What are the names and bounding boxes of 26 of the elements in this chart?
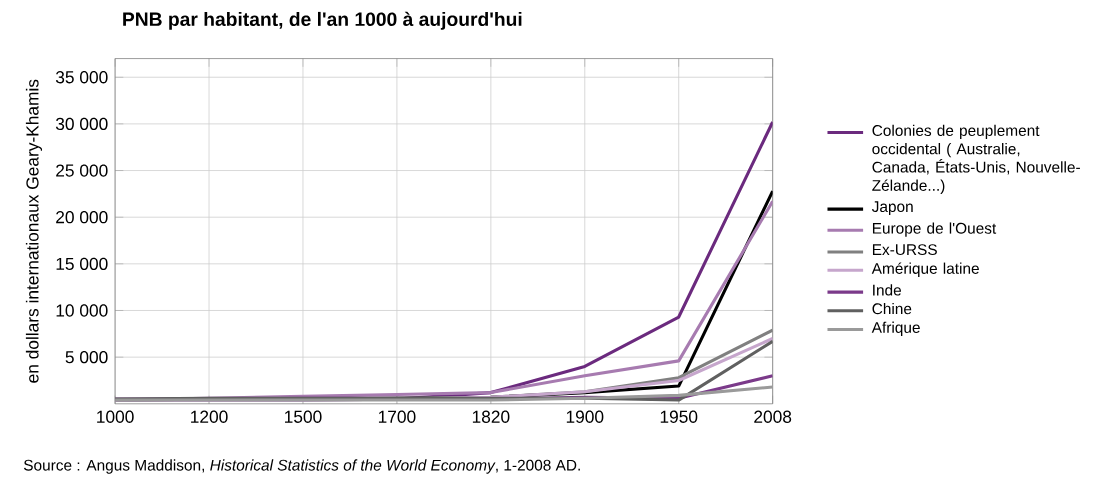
y-tick-label: 20 000 (56, 211, 108, 224)
x-tick-label: 1500 (285, 410, 322, 423)
y-tick-label: 10 000 (56, 304, 108, 317)
x-tick-label: 1950 (660, 410, 698, 423)
y-axis-title: en dollars internationaux Geary-Khamis (25, 79, 43, 383)
y-tick-label: 15 000 (56, 257, 108, 270)
y-tick-label: 30 000 (55, 117, 108, 131)
x-tick-label: 1700 (378, 410, 416, 423)
legend-label: Chine (872, 302, 912, 315)
source-note: Source : Angus Maddison, Historical Statistics of the World Economy, 1-2008 AD. (23, 459, 580, 474)
x-tick-label: 1900 (566, 410, 604, 423)
legend-label: Afrique (871, 321, 920, 336)
x-tick-label: 1000 (97, 410, 134, 423)
x-tick-label: 1820 (472, 410, 510, 423)
y-tick-label: 35 000 (55, 71, 108, 84)
legend-label: Europe de l'Ouest (872, 222, 997, 237)
x-tick-label: 2008 (754, 410, 792, 423)
legend-label: Japon (871, 201, 913, 216)
legend-label: Amérique latine (871, 262, 979, 277)
x-tick-label: 1200 (191, 410, 228, 423)
chart-title: PNB par habitant, de l'an 1000 à aujourd'hui (123, 11, 522, 30)
y-tick-label: 5 000 (65, 351, 108, 364)
legend-label: Ex-URSS (872, 244, 937, 256)
legend-label: Inde (873, 284, 902, 296)
y-tick-label: 25 000 (56, 164, 108, 177)
legend-label: Colonies de peuplement occidental ( Australie, Canada, États-Unis, Nouvelle-Zélande...) (872, 124, 1080, 194)
